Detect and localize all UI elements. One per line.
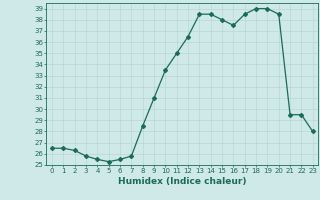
X-axis label: Humidex (Indice chaleur): Humidex (Indice chaleur)	[118, 177, 247, 186]
